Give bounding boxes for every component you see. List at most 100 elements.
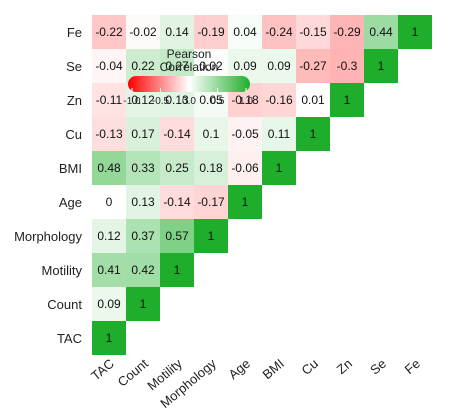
y-tick-label-motility: Motility (42, 263, 83, 278)
cell-value-label: -0.05 (231, 127, 259, 141)
cell-value-label: -0.11 (96, 93, 123, 107)
cell-value-label: -0.13 (95, 127, 123, 141)
cell-value-label: 0.22 (131, 59, 155, 73)
heatmap-cell-age-fe (228, 15, 262, 49)
heatmap-cell-tac-tac (92, 321, 126, 355)
x-tick-label-cu: Cu (299, 356, 321, 378)
cell-value-label: 0.17 (131, 127, 155, 141)
cell-value-label: -0.22 (95, 25, 123, 39)
heatmap-cell-morphology-bmi (194, 151, 228, 185)
cell-value-label: 0.01 (301, 93, 325, 107)
cell-value-label: -0.14 (163, 195, 191, 209)
cell-value-label: 1 (412, 25, 419, 39)
cell-value-label: 0.09 (233, 59, 257, 73)
heatmap-cell-zn-se (330, 49, 364, 83)
cell-value-label: 0.18 (199, 161, 223, 175)
heatmap-cell-bmi-zn (262, 83, 296, 117)
cell-value-label: 0.42 (131, 263, 155, 277)
heatmap-cell-age-cu (228, 117, 262, 151)
cell-value-label: -0.16 (265, 93, 293, 107)
cell-value-label: -0.17 (197, 195, 225, 209)
legend-ticks: -1.0 -0.5 0.0 0.5 1.0 (123, 88, 253, 107)
heatmap-cell-motility-fe (160, 15, 194, 49)
y-tick-label-bmi: BMI (59, 161, 82, 176)
y-tick-label-se: Se (66, 59, 82, 74)
heatmap-cell-motility-morphology (160, 219, 194, 253)
heatmap-cell-count-motility (126, 253, 160, 287)
y-tick-label-fe: Fe (67, 25, 82, 40)
cell-value-label: -0.3 (337, 59, 358, 73)
x-tick-label-fe: Fe (402, 356, 423, 377)
cell-value-label: 0.12 (97, 229, 121, 243)
heatmap-cell-cu-se (296, 49, 330, 83)
cell-value-label: -0.02 (129, 25, 157, 39)
heatmap-cell-cu-fe (296, 15, 330, 49)
heatmap-cell-zn-zn (330, 83, 364, 117)
cell-value-label: 0.11 (268, 127, 291, 141)
y-tick-label-cu: Cu (65, 127, 82, 142)
legend-tick-label: 1.0 (239, 96, 253, 107)
heatmap-cell-count-age (126, 185, 160, 219)
y-tick-label-age: Age (59, 195, 82, 210)
heatmap-cell-count-cu (126, 117, 160, 151)
heatmap-cell-morphology-fe (194, 15, 228, 49)
cell-value-label: 1 (344, 93, 351, 107)
cell-value-label: 0.13 (131, 195, 155, 209)
legend-title-line-1: Pearson (167, 47, 212, 61)
cell-value-label: -0.19 (197, 25, 225, 39)
cell-value-label: 0.13 (165, 93, 189, 107)
heatmap-cell-tac-motility (92, 253, 126, 287)
heatmap-cell-fe-fe (398, 15, 432, 49)
cell-value-label: 0.44 (369, 25, 393, 39)
y-tick-label-tac: TAC (57, 331, 82, 346)
cell-value-label: 0 (106, 195, 113, 209)
cell-value-label: -0.18 (231, 93, 259, 107)
legend-tick-label: 0.5 (211, 96, 225, 107)
heatmap-cell-count-count (126, 287, 160, 321)
cell-value-label: 1 (378, 59, 385, 73)
cell-value-label: -0.04 (95, 59, 123, 73)
x-tick-label-zn: Zn (334, 356, 355, 377)
legend-title-line-2: Correlation (160, 60, 219, 74)
cell-value-label: 0.09 (267, 59, 291, 73)
heatmap-cell-tac-zn (92, 83, 126, 117)
cell-value-label: -0.24 (265, 25, 293, 39)
cell-value-label: -0.15 (299, 25, 327, 39)
legend-tick-label: -1.0 (123, 96, 141, 107)
heatmap-cell-morphology-cu (194, 117, 228, 151)
cell-value-label: 1 (276, 161, 283, 175)
heatmap-cell-tac-count (92, 287, 126, 321)
cell-value-label: -0.14 (163, 127, 191, 141)
heatmap-cell-count-bmi (126, 151, 160, 185)
color-legend: Pearson Correlation -1.0 -0.5 0.0 0.5 1.0 (123, 47, 253, 107)
cell-value-label: 1 (242, 195, 249, 209)
heatmap-cell-bmi-cu (262, 117, 296, 151)
x-tick-label-bmi: BMI (260, 356, 287, 382)
cell-value-label: 1 (106, 331, 113, 345)
x-tick-label-se: Se (367, 356, 389, 378)
cell-value-label: 0.57 (165, 229, 189, 243)
heatmap-cell-zn-fe (330, 15, 364, 49)
cell-value-label: 0.25 (165, 161, 189, 175)
heatmap-cell-bmi-fe (262, 15, 296, 49)
heatmap-cells: 1 0.09 0.41 0.12 0 0.48 -0.13 -0.11 -0.04 -0.22 1 0… (92, 15, 432, 355)
cell-value-label: 0.09 (97, 297, 121, 311)
cell-value-label: 0.27 (165, 59, 189, 73)
cell-value-label: 1 (174, 263, 181, 277)
cell-value-label: 0.37 (131, 229, 155, 243)
heatmap-cell-tac-fe (92, 15, 126, 49)
heatmap-cell-se-fe (364, 15, 398, 49)
heatmap-cell-tac-cu (92, 117, 126, 151)
cell-value-label: 0.33 (131, 161, 155, 175)
cell-value-label: 0.41 (97, 263, 121, 277)
heatmap-cell-cu-zn (296, 83, 330, 117)
cell-value-label: -0.06 (231, 161, 259, 175)
cell-value-label: 1 (140, 297, 147, 311)
cell-value-label: 1 (310, 127, 317, 141)
heatmap-cell-count-morphology (126, 219, 160, 253)
cell-value-label: 0.48 (97, 161, 121, 175)
heatmap-cell-tac-se (92, 49, 126, 83)
legend-color-bar (128, 76, 250, 92)
